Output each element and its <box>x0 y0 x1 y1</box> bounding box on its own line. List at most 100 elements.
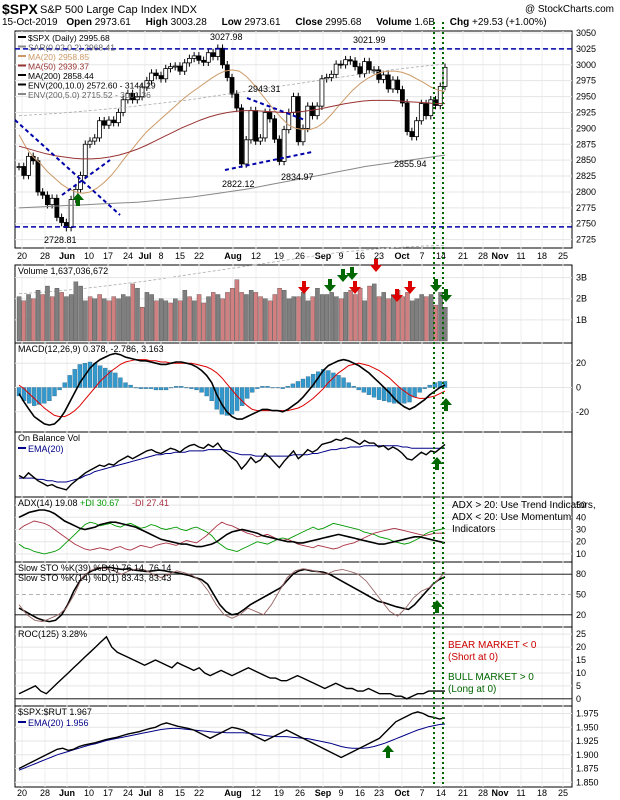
y-tick-label: 5 <box>576 681 581 691</box>
candle-body <box>248 110 254 141</box>
ratio-ema-line <box>18 723 446 771</box>
macd-hist-bar <box>305 376 311 388</box>
candle-body <box>220 47 225 66</box>
volume-bar <box>414 298 420 342</box>
macd-hist-bar <box>224 387 230 416</box>
y-tick-label: 50 <box>576 500 586 510</box>
macd-hist-bar <box>300 378 306 388</box>
roc-bear-line: (Short at 0) <box>448 652 499 663</box>
chart-header: $SPX S&P 500 Large Cap Index INDX @ Stoc… <box>0 0 620 30</box>
volume-bar <box>282 290 287 342</box>
macd-hist-bar <box>245 387 250 399</box>
macd-hist-bar <box>184 387 189 389</box>
macd-hist-bar <box>204 387 209 397</box>
price-annotation: 2822.12 <box>222 179 255 189</box>
y-tick-label: 3025 <box>576 44 596 54</box>
candle-body <box>276 138 282 162</box>
volume-bar <box>211 292 216 342</box>
candle-body <box>357 66 363 75</box>
macd-hist-bar <box>87 361 93 388</box>
y-tick-label: 10 <box>576 549 586 559</box>
macd-title: MACD(12,26,9) 0.378, -2.786, 3.163 <box>18 344 164 354</box>
price-annotation: 2728.81 <box>44 235 77 245</box>
sto-axis-label: 50 <box>576 590 586 600</box>
x-tick-label-bottom: 16 <box>355 788 365 798</box>
volume-bar <box>116 298 121 342</box>
x-tick-label-top: 16 <box>355 251 365 261</box>
volume-bar <box>286 298 292 342</box>
x-tick-label-bottom: 12 <box>251 788 261 798</box>
legend-swatch <box>18 64 26 67</box>
price-legend-entry: ENV(200,5.0) 2715.52 - 3001.36 <box>28 90 151 100</box>
candle-body <box>418 103 424 122</box>
minus-di-label: -DI 27.41 <box>132 498 169 508</box>
macd-hist-bar <box>250 387 255 393</box>
candle-body <box>338 63 344 66</box>
y-tick-label: 2850 <box>576 155 596 165</box>
x-tick-label-top: 21 <box>458 251 468 261</box>
macd-hist-bar <box>265 386 270 388</box>
volume-bar <box>258 296 263 342</box>
obv-buy-arrow-icon <box>431 457 443 470</box>
candle-body <box>172 65 178 68</box>
panel-frame-price <box>14 30 573 249</box>
volume-bar <box>196 294 202 342</box>
legend-swatch <box>18 74 26 76</box>
macd-hist-bar <box>341 377 346 388</box>
macd-hist-bar <box>52 387 57 397</box>
price-legend-entry: SAR(0.02,0.2) 2968.41 <box>28 43 115 53</box>
candle-body <box>163 68 169 80</box>
volume-down-arrow-icon <box>324 279 336 292</box>
volume-bar <box>177 300 183 342</box>
volume-bar <box>68 294 74 342</box>
macd-hist-bar <box>143 387 148 389</box>
x-tick-label-top: 9 <box>338 251 343 261</box>
sto-title-1: Slow STO %K(39) %D(1) 76.14, 76.14 <box>18 563 171 573</box>
volume-bar <box>64 296 69 342</box>
minus-di-line <box>18 520 445 551</box>
chg-value: +29.53 (+1.00%) <box>472 17 547 28</box>
volume-bar <box>187 296 192 342</box>
volume-bar <box>239 292 244 342</box>
volume-down-arrow-icon <box>430 279 442 292</box>
y-tick-label: 3050 <box>576 28 596 38</box>
y-tick-label: 2975 <box>576 76 596 86</box>
candle-body <box>328 73 334 78</box>
x-tick-label-top: 14 <box>436 251 446 261</box>
candle-body <box>324 77 330 80</box>
x-tick-label-bottom: 15 <box>175 788 185 798</box>
volume-bar <box>362 300 368 342</box>
volume-bar <box>35 290 41 342</box>
volume-bar <box>229 287 235 342</box>
volume-bar <box>438 292 443 342</box>
candle-body <box>120 99 126 113</box>
x-tick-label-top: Aug <box>224 251 242 261</box>
adx-title: ADX(14) 19.08 <box>18 498 78 508</box>
volume-bar <box>135 287 140 342</box>
x-tick-label-bottom: 28 <box>478 788 488 798</box>
volume-bar <box>443 307 448 342</box>
candle-body <box>404 102 410 132</box>
candle-body <box>186 58 192 64</box>
volume-bar <box>144 292 150 342</box>
volume-bar <box>338 298 344 342</box>
candle-body <box>116 112 121 124</box>
roc-title: ROC(125) 3.28% <box>18 629 87 639</box>
x-tick-label-top: 23 <box>374 251 384 261</box>
macd-hist-bar <box>255 387 260 389</box>
macd-hist-bar <box>37 387 42 405</box>
obv-line <box>18 437 446 491</box>
candle-body <box>352 60 358 68</box>
candle-body <box>381 74 386 80</box>
close-value: 2995.68 <box>325 17 362 28</box>
volume-bar <box>225 292 230 342</box>
sto-axis-label: 20 <box>576 610 586 620</box>
y-tick-label: 2925 <box>576 107 596 117</box>
candle-body <box>87 140 93 145</box>
macd-hist-bar <box>47 387 52 402</box>
macd-hist-bar <box>168 387 174 389</box>
x-tick-label-top: 10 <box>84 251 94 261</box>
volume-bar <box>87 296 93 342</box>
y-tick-label: 2875 <box>576 139 596 149</box>
macd-hist-bar <box>366 387 372 395</box>
